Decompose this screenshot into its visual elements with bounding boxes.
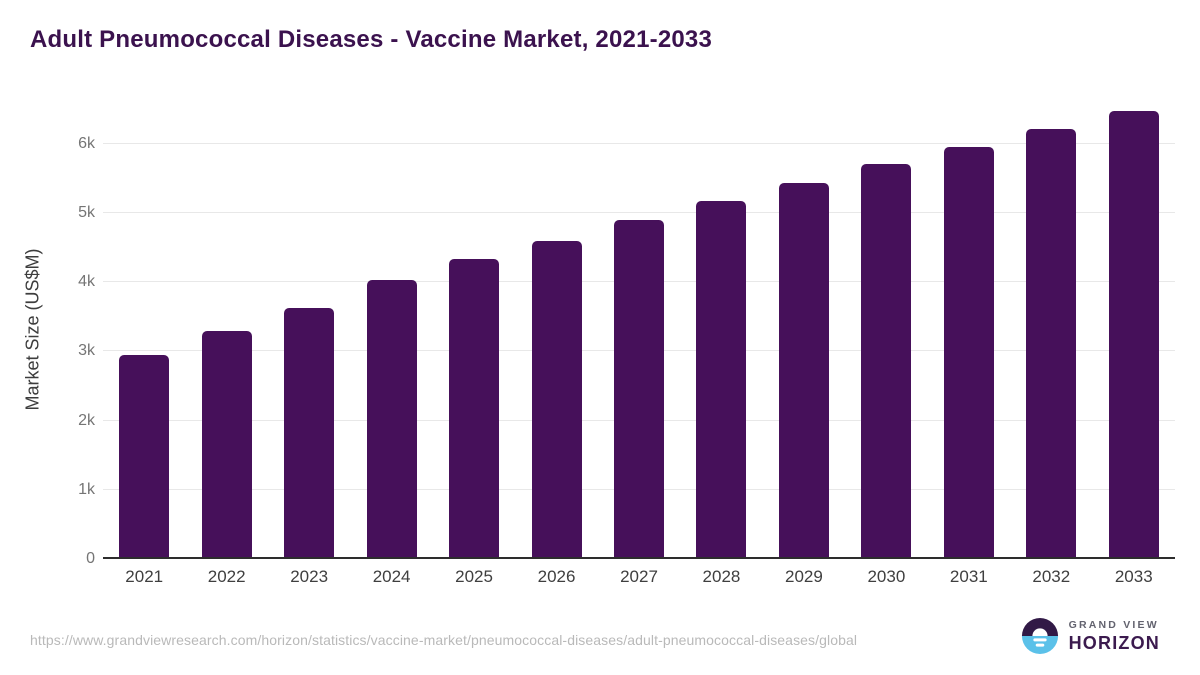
y-axis-ticks: 0 1k 2k 3k 4k 5k 6k bbox=[0, 99, 95, 567]
logo-text: GRAND VIEW HORIZON bbox=[1069, 619, 1160, 654]
gridline-5k bbox=[103, 212, 1175, 214]
y-tick-label-6k: 6k bbox=[78, 134, 95, 152]
chart-title: Adult Pneumococcal Diseases - Vaccine Ma… bbox=[30, 26, 713, 53]
x-axis-labels: 2021 2022 2023 2024 2025 2026 2027 2028 2029 2030… bbox=[103, 567, 1175, 597]
bar-2030 bbox=[861, 164, 912, 559]
y-tick-label-1k: 1k bbox=[78, 480, 95, 498]
x-label-2030: 2030 bbox=[867, 567, 906, 586]
bar-2028 bbox=[696, 201, 747, 559]
bar-2024 bbox=[366, 279, 417, 559]
x-label-2024: 2024 bbox=[372, 567, 411, 586]
y-tick-label-4k: 4k bbox=[78, 273, 95, 291]
plot-area bbox=[103, 99, 1175, 559]
bar-2032 bbox=[1026, 128, 1077, 559]
horizon-sunrise-icon bbox=[1021, 617, 1058, 655]
logo-line2: HORIZON bbox=[1068, 632, 1160, 653]
y-tick-label-0: 0 bbox=[86, 550, 95, 567]
gridline-6k bbox=[103, 142, 1175, 144]
x-label-2031: 2031 bbox=[949, 567, 988, 586]
bar-2027 bbox=[614, 220, 664, 559]
grand-view-horizon-logo: GRAND VIEW HORIZON bbox=[1021, 617, 1160, 655]
x-label-2025: 2025 bbox=[455, 567, 493, 586]
logo-line1: GRAND VIEW bbox=[1068, 618, 1159, 631]
x-label-2026: 2026 bbox=[537, 567, 576, 586]
bar-2022 bbox=[201, 330, 252, 559]
bar-2021 bbox=[119, 354, 170, 559]
source-url: https://www.grandviewresearch.com/horizo… bbox=[30, 632, 858, 648]
y-tick-label-2k: 2k bbox=[78, 411, 95, 429]
bar-2031 bbox=[943, 146, 994, 559]
x-label-2022: 2022 bbox=[207, 567, 246, 586]
x-label-2021: 2021 bbox=[125, 567, 164, 586]
y-tick-label-3k: 3k bbox=[78, 342, 95, 360]
x-label-2028: 2028 bbox=[702, 567, 741, 586]
bar-2026 bbox=[531, 240, 582, 559]
bar-2029 bbox=[778, 183, 829, 559]
x-axis-line bbox=[103, 557, 1175, 559]
y-tick-label-5k: 5k bbox=[78, 204, 95, 222]
x-label-2033: 2033 bbox=[1114, 567, 1153, 586]
x-label-2029: 2029 bbox=[785, 567, 823, 586]
bar-2033 bbox=[1108, 110, 1159, 559]
x-label-2023: 2023 bbox=[290, 567, 329, 586]
bar-2025 bbox=[449, 258, 500, 559]
bar-2023 bbox=[284, 307, 335, 559]
x-label-2032: 2032 bbox=[1032, 567, 1071, 586]
x-label-2027: 2027 bbox=[620, 567, 658, 586]
